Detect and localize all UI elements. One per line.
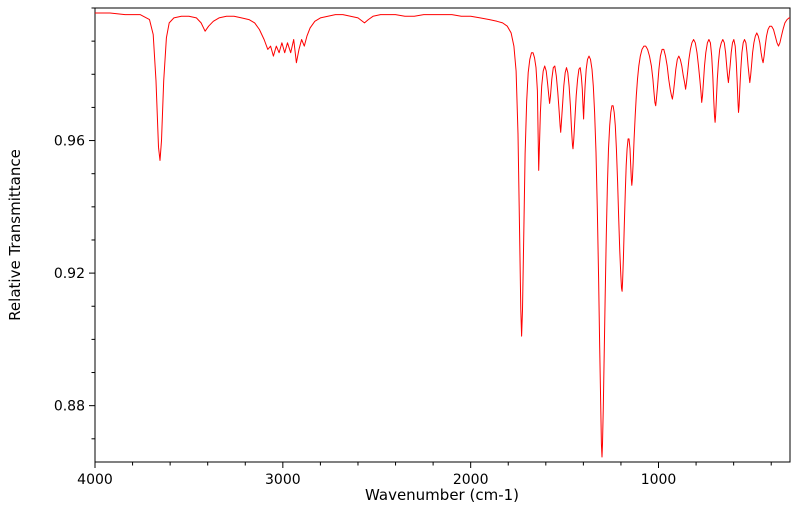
y-axis-label: Relative Transmittance bbox=[6, 149, 24, 321]
y-tick-label: 0.88 bbox=[54, 399, 85, 415]
y-tick-label: 0.96 bbox=[54, 134, 85, 150]
spectrum-line bbox=[95, 12, 790, 458]
plot-frame bbox=[94, 7, 791, 463]
x-tick-label: 1000 bbox=[641, 472, 677, 488]
x-tick-label: 2000 bbox=[453, 472, 489, 488]
x-tick-label: 3000 bbox=[265, 472, 301, 488]
x-tick-label: 4000 bbox=[77, 472, 113, 488]
x-axis-label: Wavenumber (cm-1) bbox=[365, 486, 519, 504]
y-tick-label: 0.92 bbox=[54, 266, 85, 282]
